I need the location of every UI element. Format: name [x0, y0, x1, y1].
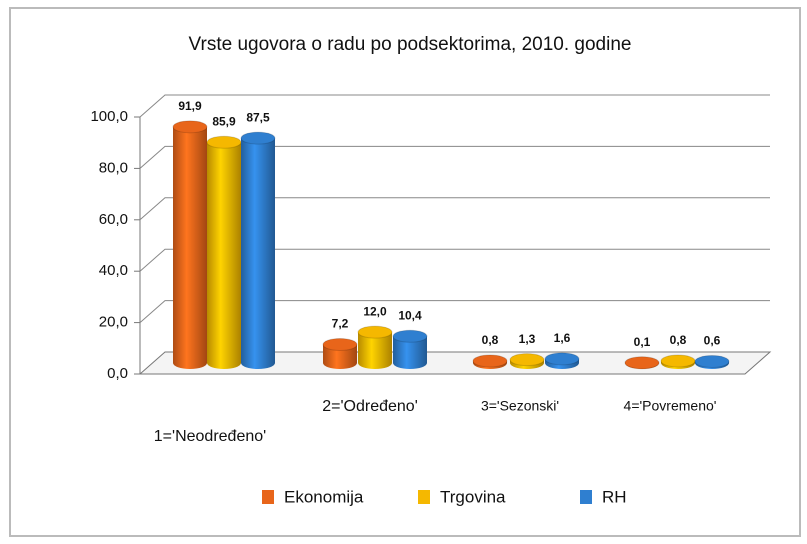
- bar-top: [544, 352, 580, 366]
- data-label: 87,5: [246, 110, 270, 124]
- y-tick-label: 80,0: [99, 159, 128, 176]
- data-label: 85,9: [212, 114, 236, 128]
- bar-top: [472, 354, 508, 368]
- bar-top: [206, 135, 242, 149]
- bar: [173, 126, 207, 363]
- bar-top: [357, 325, 393, 339]
- bar-top: [624, 356, 660, 370]
- bar-top: [694, 354, 730, 368]
- y-tick-label: 60,0: [99, 211, 128, 228]
- grid-line: [139, 248, 770, 272]
- bar: [207, 142, 241, 363]
- y-tick-label: 100,0: [90, 108, 128, 125]
- legend-label: Ekonomija: [284, 487, 364, 506]
- y-tick-label: 0,0: [107, 365, 128, 382]
- floor: [138, 351, 772, 375]
- bar-top: [660, 354, 696, 368]
- data-label: 91,9: [178, 99, 202, 113]
- chart-title: Vrste ugovora o radu po podsektorima, 20…: [189, 34, 632, 55]
- legend-swatch: [262, 490, 274, 504]
- grid-line: [139, 300, 770, 323]
- bar-top: [509, 353, 545, 367]
- data-label: 0,8: [670, 333, 687, 347]
- bar-top: [172, 120, 208, 134]
- bar-top: [392, 329, 428, 343]
- legend-label: RH: [602, 487, 627, 506]
- data-label: 0,8: [482, 333, 499, 347]
- legend-swatch: [580, 490, 592, 504]
- x-tick-label: 4='Povremeno': [624, 398, 717, 414]
- frame: [9, 7, 801, 537]
- legend-label: Trgovina: [440, 487, 506, 506]
- grid-line: [139, 94, 770, 118]
- data-label: 10,4: [398, 308, 422, 322]
- y-tick-label: 40,0: [99, 262, 128, 279]
- y-tick-label: 20,0: [99, 314, 128, 331]
- bar-top: [240, 131, 276, 145]
- x-tick-label: 3='Sezonski': [481, 398, 559, 414]
- data-label: 1,3: [519, 332, 536, 346]
- grid-line: [139, 145, 770, 169]
- data-label: 7,2: [332, 317, 349, 331]
- data-label: 12,0: [363, 304, 387, 318]
- data-label: 1,6: [554, 331, 571, 345]
- x-tick-label: 2='Određeno': [322, 398, 418, 415]
- x-tick-label: 1='Neodređeno': [154, 428, 266, 445]
- legend-swatch: [418, 490, 430, 504]
- data-label: 0,6: [704, 334, 721, 348]
- bar: [241, 138, 275, 363]
- data-label: 0,1: [634, 335, 651, 349]
- bar-top: [322, 337, 358, 351]
- grid-line: [139, 197, 770, 221]
